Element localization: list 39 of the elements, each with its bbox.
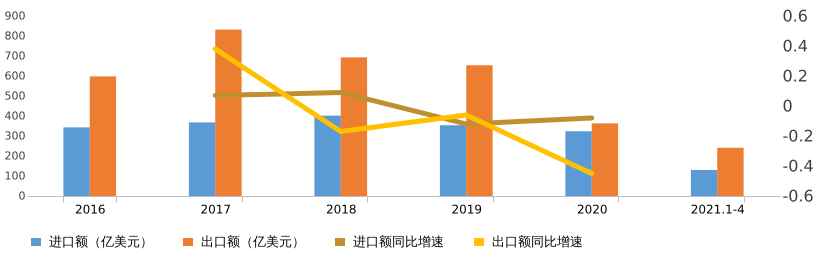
x-tick-label: 2018 [326,202,357,216]
x-tick-label: 2019 [451,202,482,216]
bar [340,57,368,196]
legend-label: 出口额（亿美元） [201,234,305,250]
bar [314,116,341,196]
y-tick-label: 500 [4,90,26,102]
y-tick-label: 700 [4,50,26,62]
y-tick-label: 200 [4,150,26,162]
x-tick-label: 2021.1-4 [690,202,745,216]
bar [565,131,592,196]
y2-tick-label: 0.2 [782,66,808,86]
bar [440,125,466,196]
y2-tick-label: -0.6 [782,186,814,206]
legend-label: 出口额同比增速 [492,235,583,250]
y-tick-label: 300 [4,130,26,142]
bar [63,127,90,196]
bar [690,170,718,196]
y2-tick-label: -0.2 [782,126,814,146]
bar [188,122,216,196]
bar [592,123,618,196]
y-tick-label: 0 [18,190,26,202]
y2-tick-label: 0 [782,96,793,116]
y2-tick-label: 0.4 [782,36,808,56]
legend-label: 进口额（亿美元） [49,234,153,250]
bar [215,30,242,196]
y-tick-label: 600 [4,70,26,82]
bar [90,76,116,196]
bar [717,148,744,196]
x-tick-label: 2016 [74,202,106,216]
y2-tick-label: -0.4 [782,156,814,176]
x-tick-label: 2017 [200,202,232,216]
y-tick-label: 100 [4,170,26,182]
bar [466,65,493,196]
y-tick-label: 800 [4,30,26,42]
y-tick-label: 400 [4,110,26,122]
x-tick-label: 2020 [576,202,608,216]
y-tick-label: 900 [4,10,26,22]
y2-tick-label: 0.6 [782,6,808,26]
legend-label: 进口额同比增速 [353,235,444,250]
